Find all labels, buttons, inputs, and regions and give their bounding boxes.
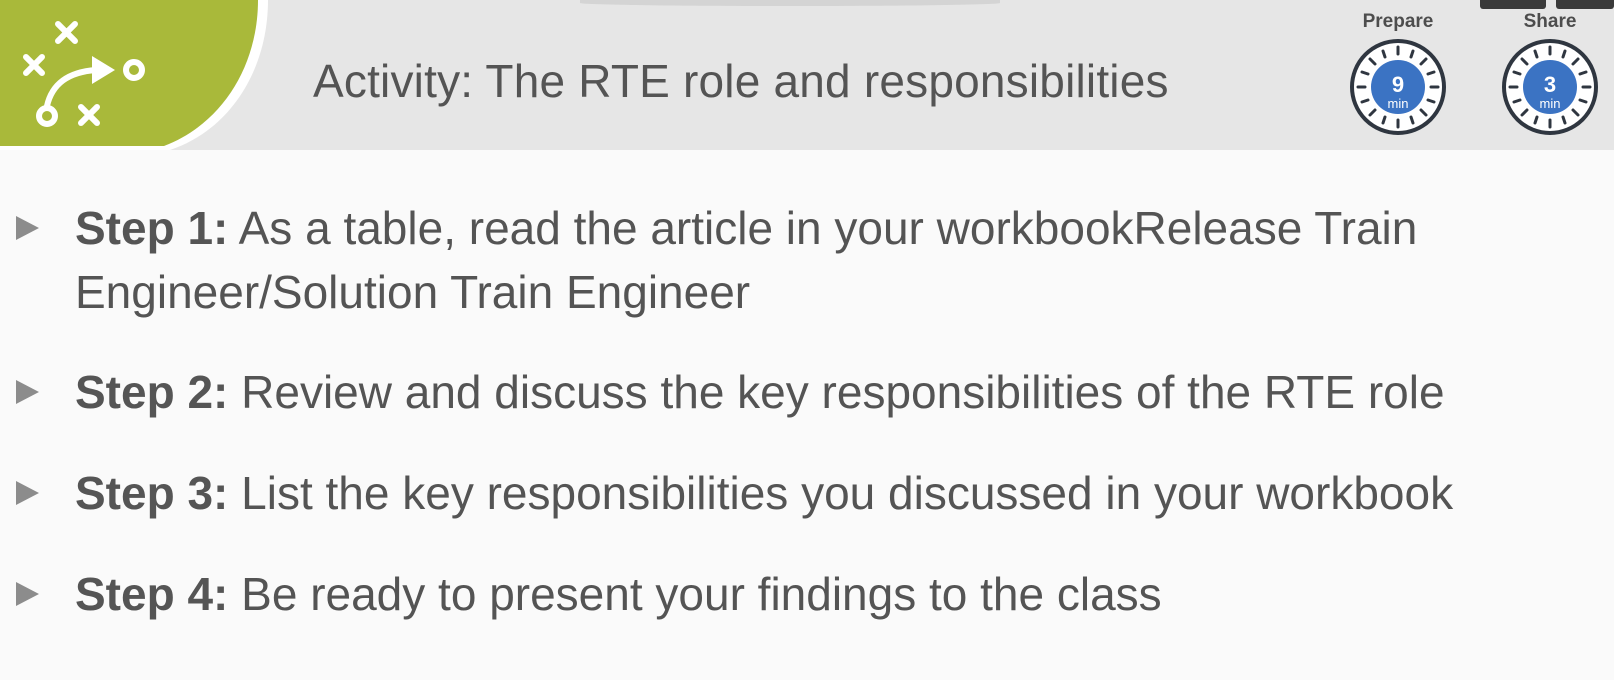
step-label: Step 4:	[75, 568, 229, 620]
stopwatch-icon: 9 min	[1350, 39, 1446, 135]
triangle-bullet-icon	[16, 481, 39, 505]
share-timer-value: 3	[1544, 72, 1556, 97]
prepare-timer-value: 9	[1392, 72, 1404, 97]
step-3-text: Step 3: List the key responsibilities yo…	[75, 461, 1585, 525]
step-description: As a table, read the article in your wor…	[75, 202, 1418, 318]
stopwatch-icon: 3 min	[1502, 39, 1598, 135]
step-description: Review and discuss the key responsibilit…	[228, 366, 1445, 418]
step-1-text: Step 1: As a table, read the article in …	[75, 196, 1585, 324]
share-timer: Share 3 min	[1500, 10, 1600, 136]
window-chip-left[interactable]	[1480, 0, 1546, 9]
top-shadow	[580, 0, 1000, 6]
step-label: Step 1:	[75, 202, 229, 254]
triangle-bullet-icon	[16, 216, 39, 240]
triangle-bullet-icon	[16, 380, 39, 404]
step-label: Step 2:	[75, 366, 229, 418]
step-description: List the key responsibilities you discus…	[228, 467, 1454, 519]
prepare-timer: Prepare 9 m	[1348, 10, 1448, 136]
triangle-bullet-icon	[16, 582, 39, 606]
slide-title: Activity: The RTE role and responsibilit…	[313, 55, 1169, 107]
step-label: Step 3:	[75, 467, 229, 519]
step-2-text: Step 2: Review and discuss the key respo…	[75, 360, 1585, 424]
prepare-timer-label: Prepare	[1362, 11, 1434, 32]
prepare-timer-unit: min	[1388, 96, 1409, 111]
slide-header	[0, 0, 1614, 150]
step-4-text: Step 4: Be ready to present your finding…	[75, 562, 1585, 626]
step-description: Be ready to present your findings to the…	[228, 568, 1162, 620]
window-chip-right[interactable]	[1556, 0, 1614, 9]
share-timer-unit: min	[1540, 96, 1561, 111]
strategy-play-icon	[0, 0, 268, 150]
share-timer-label: Share	[1523, 11, 1577, 32]
